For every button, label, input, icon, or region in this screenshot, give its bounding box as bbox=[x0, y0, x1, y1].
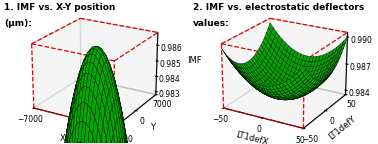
Y-axis label: LT1defY: LT1defY bbox=[327, 114, 358, 141]
Text: values:: values: bbox=[193, 19, 229, 28]
Text: 2. IMF vs. electrostatic deflectors: 2. IMF vs. electrostatic deflectors bbox=[193, 3, 364, 12]
X-axis label: X: X bbox=[60, 134, 65, 143]
X-axis label: LT1defX: LT1defX bbox=[235, 130, 269, 144]
Text: 1. IMF vs. X-Y position: 1. IMF vs. X-Y position bbox=[4, 3, 115, 12]
Text: (μm):: (μm): bbox=[4, 19, 32, 28]
Y-axis label: Y: Y bbox=[150, 123, 155, 132]
